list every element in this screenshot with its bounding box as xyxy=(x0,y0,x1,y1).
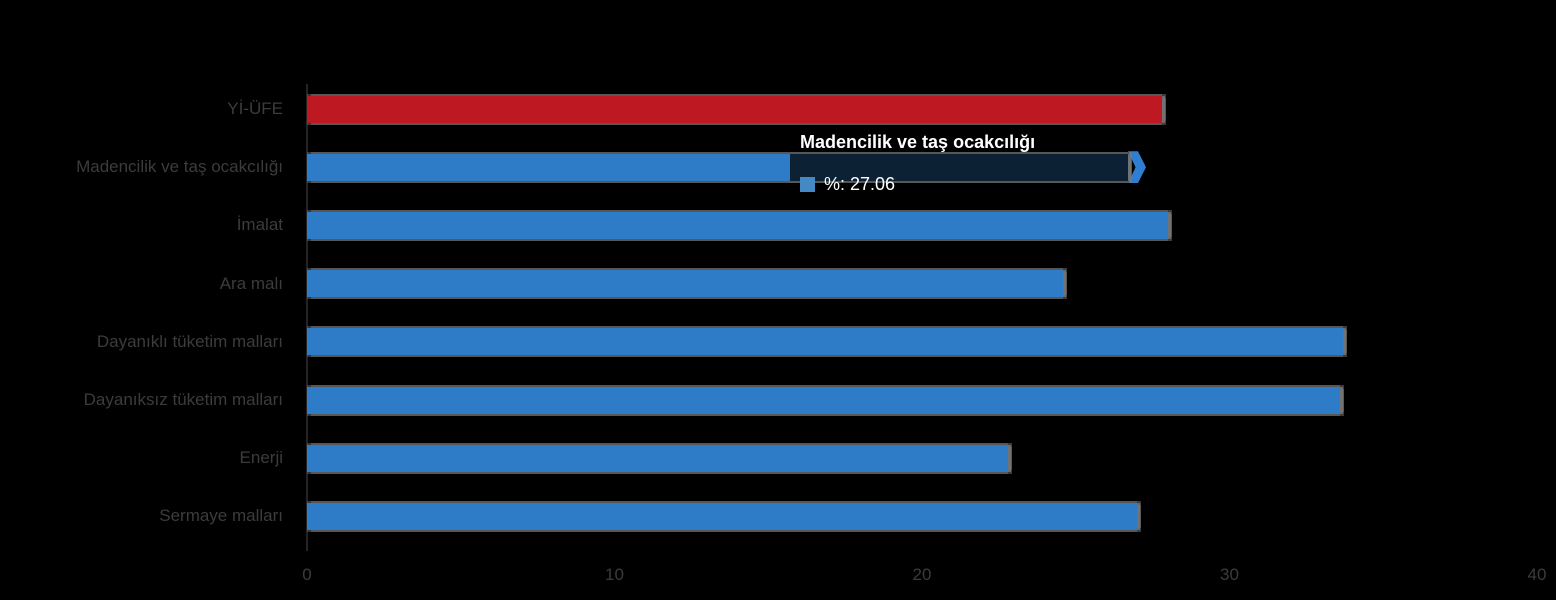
category-label: İmalat xyxy=(236,215,283,235)
tooltip-body: %: 27.06 xyxy=(800,174,1035,194)
tooltip-value: %: 27.06 xyxy=(824,173,896,194)
category-label: Ara malı xyxy=(219,273,283,293)
bar-sector[interactable] xyxy=(307,502,1137,530)
x-tick-label: 30 xyxy=(1220,565,1239,584)
x-tick-label: 0 xyxy=(302,565,312,584)
category-label: Enerji xyxy=(239,448,283,468)
series-swatch-icon xyxy=(800,176,815,192)
y-axis-line xyxy=(306,84,308,551)
bar-sector[interactable] xyxy=(307,270,1063,298)
x-tick-label: 40 xyxy=(1527,565,1547,584)
bar-sector[interactable] xyxy=(307,153,1128,181)
bar-sector[interactable] xyxy=(307,211,1168,239)
bar-sector[interactable] xyxy=(307,444,1008,472)
x-tick-label: 20 xyxy=(912,565,932,584)
hovered-bar-visible-segment xyxy=(307,153,790,181)
chevron-right-icon xyxy=(1128,151,1146,184)
category-label: Dayanıksız tüketim malları xyxy=(83,390,283,409)
bar-sector[interactable] xyxy=(307,386,1340,414)
hovered-bar-dimmed-segment xyxy=(790,153,1128,181)
category-label: Dayanıklı tüketim malları xyxy=(96,331,283,351)
x-tick-label: 10 xyxy=(605,565,624,584)
category-label: Madencilik ve taş ocakcılığı xyxy=(76,157,283,177)
category-label: Yİ-ÜFE xyxy=(227,99,283,118)
bar-sector[interactable] xyxy=(307,328,1343,356)
category-label: Sermaye malları xyxy=(159,506,283,526)
tooltip: Madencilik ve taş ocakcılığı %: 27.06 xyxy=(800,131,1035,194)
bar-total[interactable] xyxy=(307,95,1162,123)
tooltip-title: Madencilik ve taş ocakcılığı xyxy=(800,132,1036,152)
